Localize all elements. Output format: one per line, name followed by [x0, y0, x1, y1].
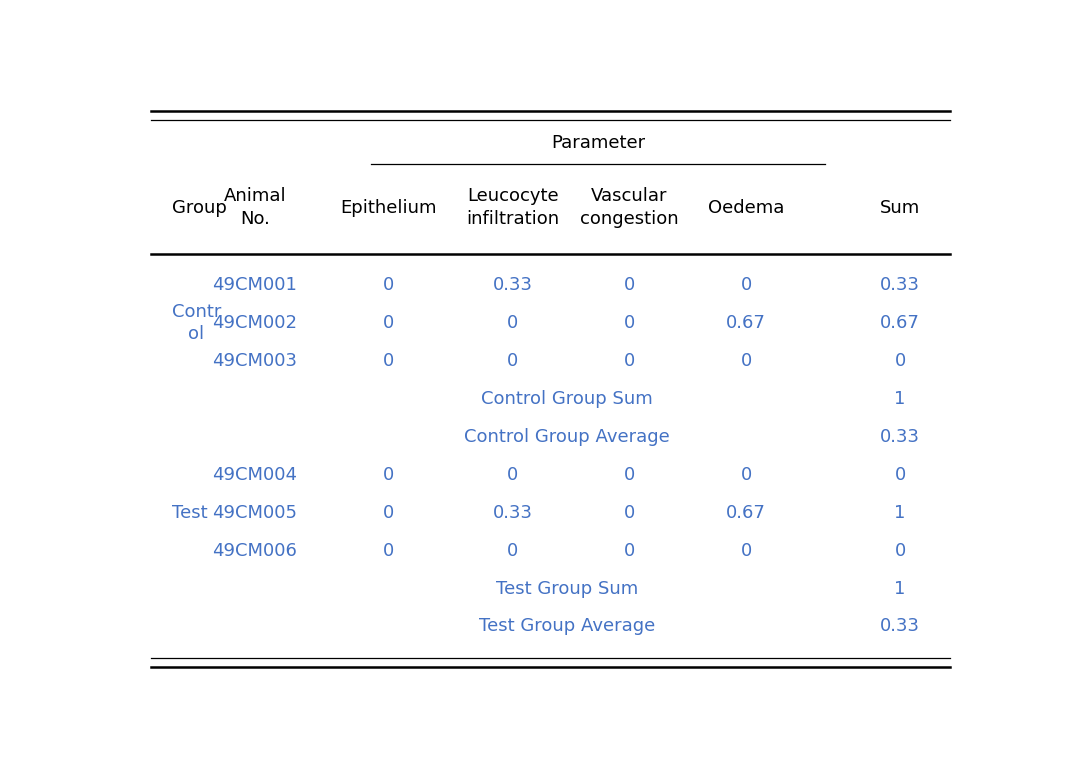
Text: 1: 1	[895, 580, 905, 597]
Text: Parameter: Parameter	[551, 134, 645, 152]
Text: 0: 0	[740, 542, 752, 559]
Text: Control Group Sum: Control Group Sum	[481, 390, 653, 408]
Text: 0.33: 0.33	[493, 503, 533, 522]
Text: 0: 0	[624, 503, 635, 522]
Text: 0: 0	[507, 542, 519, 559]
Text: 49CM003: 49CM003	[213, 352, 297, 370]
Text: 0: 0	[507, 352, 519, 370]
Text: 49CM001: 49CM001	[213, 276, 297, 294]
Text: 0: 0	[382, 542, 394, 559]
Text: 49CM004: 49CM004	[213, 465, 297, 484]
Text: 0: 0	[507, 465, 519, 484]
Text: 0.33: 0.33	[880, 618, 920, 635]
Text: Contr
ol: Contr ol	[172, 303, 221, 343]
Text: 0.67: 0.67	[726, 503, 766, 522]
Text: 0: 0	[507, 314, 519, 332]
Text: 0: 0	[624, 465, 635, 484]
Text: 0: 0	[382, 276, 394, 294]
Text: 0: 0	[382, 465, 394, 484]
Text: 0: 0	[382, 314, 394, 332]
Text: 0: 0	[382, 352, 394, 370]
Text: Group: Group	[172, 199, 227, 217]
Text: 0: 0	[382, 503, 394, 522]
Text: 0.33: 0.33	[493, 276, 533, 294]
Text: 0: 0	[624, 276, 635, 294]
Text: Control Group Average: Control Group Average	[464, 428, 670, 446]
Text: 0: 0	[895, 352, 905, 370]
Text: 49CM006: 49CM006	[213, 542, 297, 559]
Text: 0: 0	[895, 465, 905, 484]
Text: 0: 0	[624, 542, 635, 559]
Text: 49CM002: 49CM002	[213, 314, 297, 332]
Text: 0: 0	[740, 276, 752, 294]
Text: Test Group Sum: Test Group Sum	[496, 580, 638, 597]
Text: Test Group Average: Test Group Average	[479, 618, 655, 635]
Text: 0: 0	[624, 314, 635, 332]
Text: 0: 0	[740, 352, 752, 370]
Text: 0: 0	[740, 465, 752, 484]
Text: Oedema: Oedema	[708, 199, 784, 217]
Text: Epithelium: Epithelium	[339, 199, 436, 217]
Text: 0.67: 0.67	[880, 314, 920, 332]
Text: 0.33: 0.33	[880, 276, 920, 294]
Text: 49CM005: 49CM005	[213, 503, 297, 522]
Text: Leucocyte
infiltration: Leucocyte infiltration	[466, 187, 560, 228]
Text: Sum: Sum	[880, 199, 920, 217]
Text: 1: 1	[895, 503, 905, 522]
Text: Animal
No.: Animal No.	[223, 187, 287, 228]
Text: 0.67: 0.67	[726, 314, 766, 332]
Text: 0: 0	[624, 352, 635, 370]
Text: 0.33: 0.33	[880, 428, 920, 446]
Text: 0: 0	[895, 542, 905, 559]
Text: 1: 1	[895, 390, 905, 408]
Text: Test: Test	[172, 503, 207, 522]
Text: Vascular
congestion: Vascular congestion	[580, 187, 679, 228]
